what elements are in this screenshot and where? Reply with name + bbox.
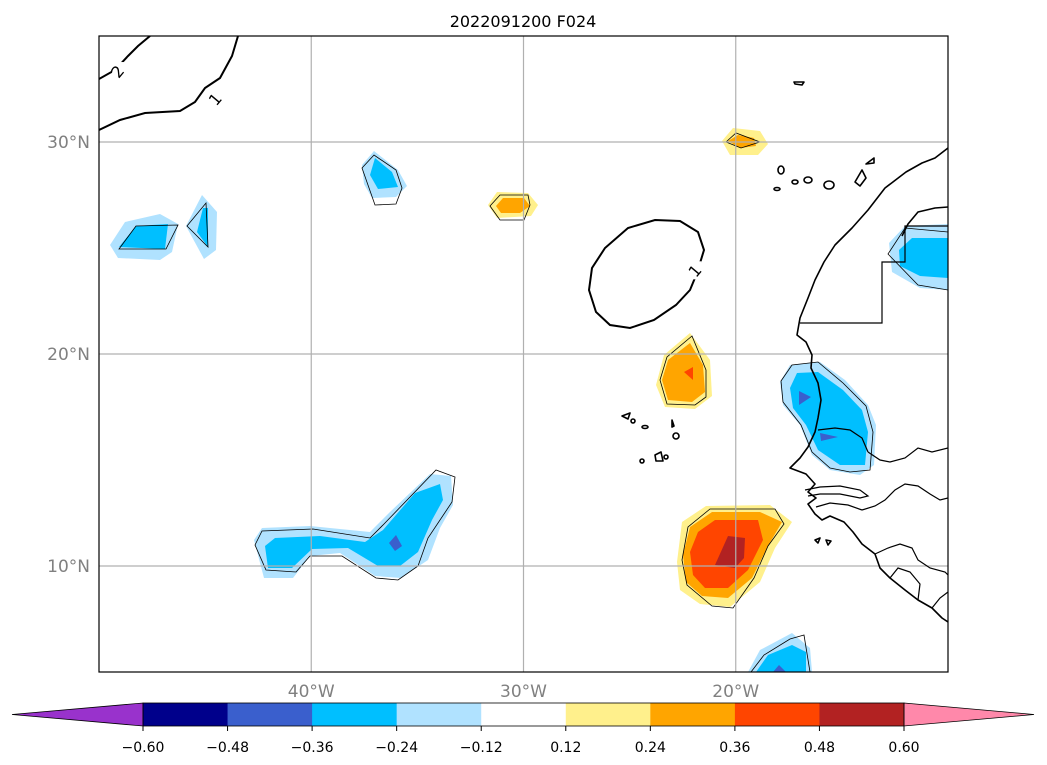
neg-patch-west-1-core bbox=[119, 224, 168, 249]
colorbar-bin-3 bbox=[396, 703, 482, 726]
neg-patch-bottom-max bbox=[773, 665, 786, 672]
colorbar-tick-labels: −0.60 −0.48 −0.36 −0.24 −0.12 0.12 0.24 0.36 0.4… bbox=[122, 726, 920, 756]
colorbar bbox=[11, 702, 1035, 727]
africa-coastline bbox=[789, 147, 948, 623]
border-mauritania-senegal bbox=[817, 427, 869, 453]
neg-patch-bottom-core bbox=[756, 645, 806, 672]
border-guinea-south bbox=[874, 543, 948, 576]
map-area: 211 bbox=[99, 36, 948, 672]
lon-label-2: 20°W bbox=[712, 682, 759, 702]
contour-labels: 211 bbox=[107, 62, 705, 281]
border-sierra-leone bbox=[889, 567, 921, 601]
neg-patch-senegal-max-2 bbox=[820, 433, 838, 441]
canary-islands bbox=[773, 157, 875, 192]
morocco-coast-inner bbox=[901, 206, 948, 237]
colorbar-bin-4 bbox=[481, 703, 567, 726]
colorbar-bin-1 bbox=[227, 703, 313, 726]
colorbar-bin-8 bbox=[819, 703, 905, 726]
colorbar-extend-min bbox=[11, 702, 144, 727]
pos-patch-cape-verde-max bbox=[684, 367, 693, 380]
colorbar-tick-label-9: 0.60 bbox=[888, 740, 919, 756]
border-liberia bbox=[931, 591, 948, 609]
contour-label-bg-0 bbox=[112, 62, 125, 81]
colorbar-tick-label-0: −0.60 bbox=[122, 740, 165, 756]
colorbar-tick-label-4: −0.12 bbox=[460, 740, 503, 756]
colorbar-bin-7 bbox=[734, 703, 820, 726]
colorbar-tick-label-8: 0.48 bbox=[804, 740, 835, 756]
coastlines bbox=[621, 81, 948, 623]
madeira bbox=[793, 81, 805, 86]
colorbar-extend-max bbox=[903, 702, 1035, 727]
contour-label-bg-2 bbox=[689, 261, 702, 280]
neg-patch-senegal-core bbox=[790, 372, 868, 465]
pos-patch-south-max bbox=[715, 536, 745, 568]
political-borders bbox=[800, 225, 948, 609]
contour-label-bg-1 bbox=[209, 89, 222, 108]
colorbar-bin-5 bbox=[565, 703, 651, 726]
lon-label-1: 30°W bbox=[500, 682, 547, 702]
pos-patch-30w-core bbox=[496, 198, 530, 213]
colorbar-tick-label-7: 0.36 bbox=[719, 740, 750, 756]
border-mali bbox=[867, 447, 948, 463]
colorbar-tick-label-5: 0.12 bbox=[550, 740, 581, 756]
border-gambia bbox=[804, 485, 870, 499]
neg-patch-west-2-core bbox=[197, 208, 208, 247]
colorbar-tick-label-1: −0.48 bbox=[206, 740, 249, 756]
bijagos-islands bbox=[814, 537, 832, 546]
neg-patch-sahara-core bbox=[899, 238, 948, 278]
lat-label-2: 10°N bbox=[47, 557, 90, 577]
colorbar-tick-label-2: −0.36 bbox=[291, 740, 334, 756]
colorbar-frame bbox=[142, 702, 905, 727]
lat-label-0: 30°N bbox=[47, 133, 90, 153]
border-guinea-bissau bbox=[815, 502, 863, 511]
border-western-sahara bbox=[800, 225, 948, 324]
map-frame bbox=[98, 35, 949, 673]
lat-label-1: 20°N bbox=[47, 345, 90, 365]
colorbar-tick-label-3: −0.24 bbox=[375, 740, 418, 756]
longitude-labels: 40°W 30°W 20°W bbox=[288, 682, 760, 702]
latitude-labels: 30°N 20°N 10°N bbox=[47, 133, 90, 577]
colorbar-bin-6 bbox=[650, 703, 736, 726]
anomaly-fields bbox=[110, 128, 948, 672]
border-guinea bbox=[861, 483, 948, 511]
gridlines bbox=[99, 36, 948, 672]
neg-patch-north-core bbox=[370, 158, 398, 189]
colorbar-bin-2 bbox=[312, 703, 398, 726]
thin-contours bbox=[118, 132, 948, 672]
cape-verde-islands bbox=[621, 412, 680, 464]
neg-patch-senegal-max-1 bbox=[799, 391, 811, 405]
colorbar-tick-label-6: 0.24 bbox=[635, 740, 666, 756]
lon-label-0: 40°W bbox=[288, 682, 335, 702]
neg-band-south-max bbox=[389, 535, 402, 551]
pos-patch-cape-verde-core bbox=[662, 343, 705, 402]
chart-title: 2022091200 F024 bbox=[450, 12, 597, 31]
colorbar-bin-0 bbox=[143, 703, 229, 726]
